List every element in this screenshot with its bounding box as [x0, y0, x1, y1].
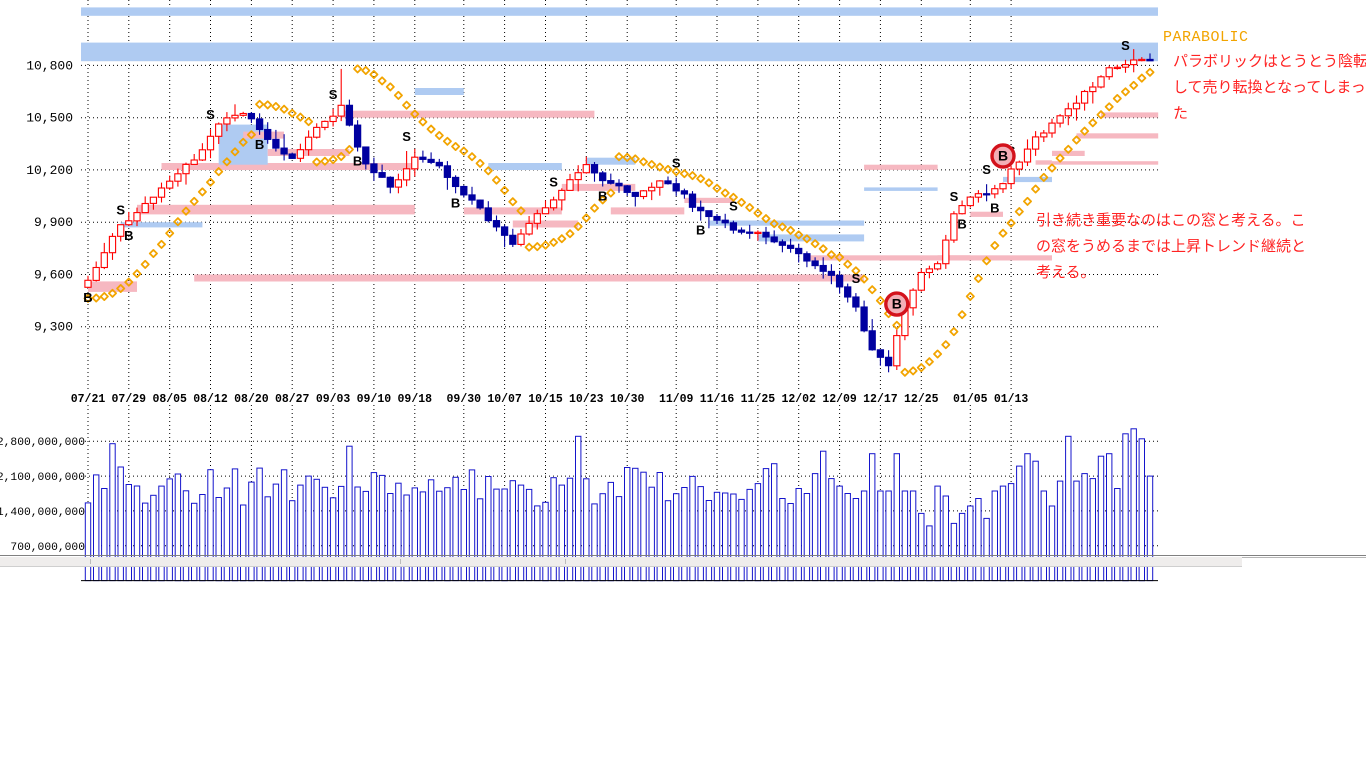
svg-text:S: S	[549, 175, 558, 190]
svg-text:S: S	[729, 199, 738, 214]
svg-text:2,800,000,000: 2,800,000,000	[0, 437, 85, 449]
svg-text:S: S	[1121, 38, 1130, 53]
svg-text:12/25: 12/25	[904, 393, 939, 406]
svg-text:10,500: 10,500	[26, 111, 73, 126]
svg-text:S: S	[982, 162, 991, 177]
svg-text:07/29: 07/29	[112, 393, 147, 406]
svg-text:1,400,000,000: 1,400,000,000	[0, 507, 85, 519]
svg-text:10/07: 10/07	[487, 393, 522, 406]
svg-text:11/16: 11/16	[700, 393, 735, 406]
svg-text:B: B	[83, 290, 92, 305]
svg-text:09/30: 09/30	[447, 393, 482, 406]
svg-text:S: S	[402, 129, 411, 144]
svg-text:2,100,000,000: 2,100,000,000	[0, 472, 85, 484]
svg-text:08/27: 08/27	[275, 393, 310, 406]
svg-text:B: B	[598, 189, 607, 204]
svg-text:09/10: 09/10	[357, 393, 392, 406]
svg-text:01/05: 01/05	[953, 393, 988, 406]
svg-text:B: B	[255, 137, 264, 152]
svg-text:9,600: 9,600	[34, 268, 73, 283]
svg-text:B: B	[892, 296, 902, 312]
svg-text:S: S	[329, 87, 338, 102]
svg-text:10,800: 10,800	[26, 58, 73, 73]
svg-text:B: B	[696, 223, 705, 238]
svg-text:12/02: 12/02	[781, 393, 816, 406]
svg-text:700,000,000: 700,000,000	[10, 542, 85, 554]
svg-text:12/09: 12/09	[822, 393, 857, 406]
svg-text:B: B	[124, 228, 133, 243]
svg-text:09/03: 09/03	[316, 393, 351, 406]
svg-text:B: B	[353, 154, 362, 169]
svg-text:10/30: 10/30	[610, 393, 645, 406]
svg-text:10/23: 10/23	[569, 393, 604, 406]
svg-text:S: S	[950, 189, 959, 204]
svg-text:08/05: 08/05	[152, 393, 187, 406]
svg-text:9,300: 9,300	[34, 320, 73, 335]
svg-text:B: B	[451, 195, 460, 210]
svg-text:9,900: 9,900	[34, 215, 73, 230]
svg-text:11/09: 11/09	[659, 393, 694, 406]
svg-text:B: B	[957, 217, 966, 232]
svg-text:12/17: 12/17	[863, 393, 898, 406]
svg-text:S: S	[116, 203, 125, 218]
svg-text:01/13: 01/13	[994, 393, 1029, 406]
svg-text:07/21: 07/21	[71, 393, 106, 406]
svg-text:S: S	[852, 271, 861, 286]
svg-text:S: S	[206, 107, 215, 122]
svg-text:08/12: 08/12	[193, 393, 228, 406]
svg-text:10,200: 10,200	[26, 163, 73, 178]
svg-text:11/25: 11/25	[741, 393, 776, 406]
svg-text:08/20: 08/20	[234, 393, 269, 406]
svg-text:B: B	[990, 200, 999, 215]
svg-text:B: B	[998, 148, 1008, 164]
svg-text:S: S	[672, 156, 681, 171]
svg-text:09/18: 09/18	[398, 393, 433, 406]
svg-text:10/15: 10/15	[528, 393, 563, 406]
